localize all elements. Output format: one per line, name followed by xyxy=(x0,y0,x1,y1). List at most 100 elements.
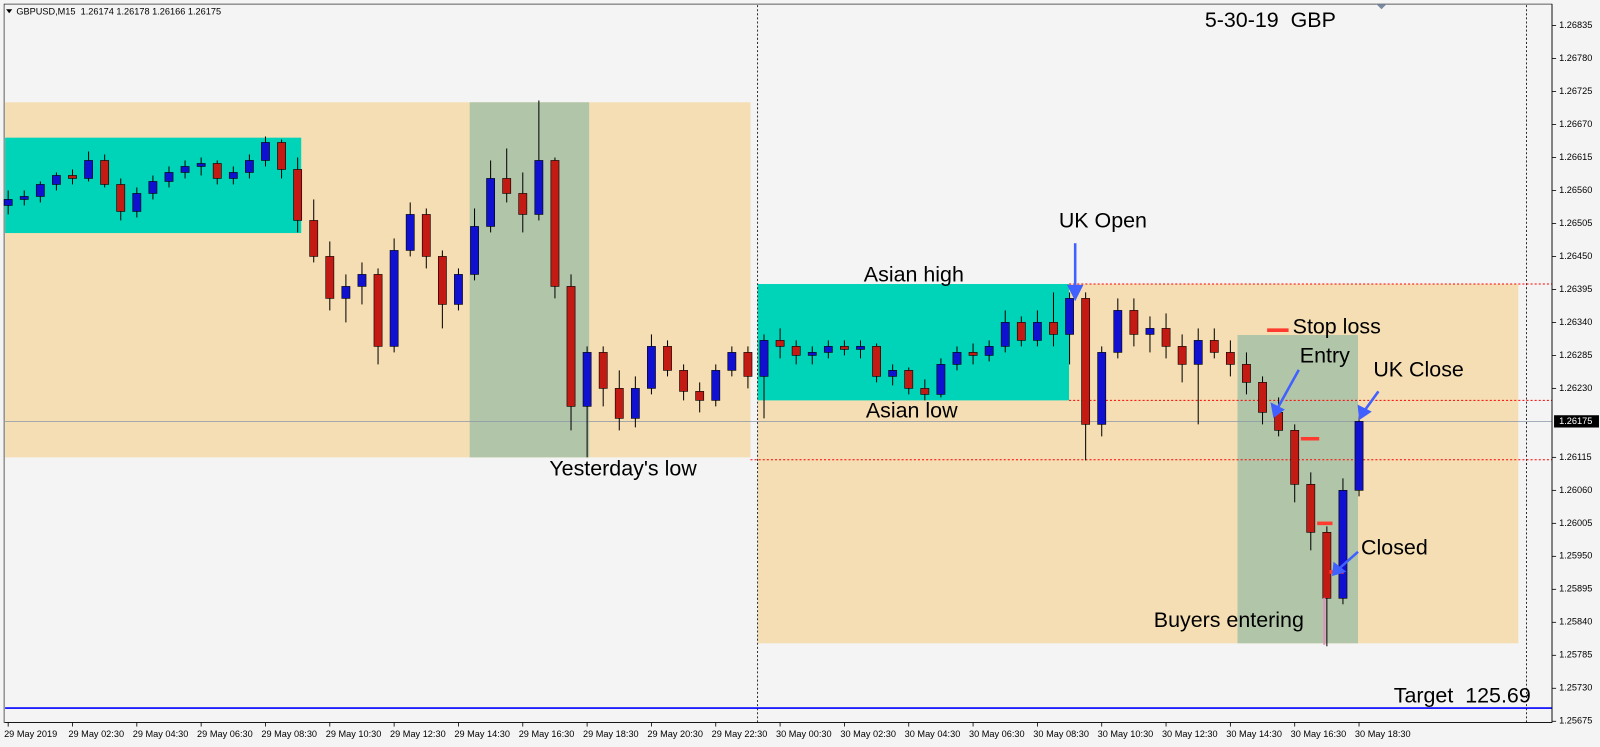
annotation: 5-30-19 GBP xyxy=(1205,8,1336,32)
y-tick-label: 1.25895 xyxy=(1559,584,1592,594)
y-tick-label: 1.26835 xyxy=(1559,20,1592,30)
candle-body xyxy=(888,370,898,377)
candle-body xyxy=(52,175,61,185)
annotation: Entry xyxy=(1300,343,1350,367)
candle-body xyxy=(1161,328,1171,347)
candle-body xyxy=(791,346,801,356)
x-tick-label: 30 May 16:30 xyxy=(1291,729,1347,739)
x-tick-label: 30 May 10:30 xyxy=(1098,729,1154,739)
candle-body xyxy=(582,352,592,407)
candle-body xyxy=(1049,322,1058,335)
candle-body xyxy=(1322,532,1332,599)
y-tick-label: 1.26285 xyxy=(1559,350,1592,360)
candle-body xyxy=(1065,298,1074,335)
x-tick-label: 29 May 18:30 xyxy=(583,729,639,739)
candles xyxy=(3,100,1364,647)
shift-marker xyxy=(1376,4,1387,10)
candle-body xyxy=(1081,298,1091,425)
y-tick-label: 1.26780 xyxy=(1559,53,1592,63)
y-tick-label: 1.26560 xyxy=(1559,185,1592,195)
y-tick-label: 1.26450 xyxy=(1559,251,1592,261)
candle-body xyxy=(614,388,624,419)
candle-body xyxy=(663,346,672,371)
x-tick-label: 29 May 16:30 xyxy=(519,729,575,739)
x-tick-label: 29 May 10:30 xyxy=(326,729,382,739)
candle-body xyxy=(100,160,110,185)
candle-body xyxy=(759,340,769,377)
candle-body xyxy=(1338,490,1348,599)
annotation: Yesterday's low xyxy=(549,457,697,481)
candle-body xyxy=(3,199,13,206)
candle-body xyxy=(19,196,29,200)
candle-body xyxy=(68,175,77,179)
candle-body xyxy=(132,193,142,212)
x-tick-label: 30 May 00:30 xyxy=(776,729,832,739)
x-tick-label: 30 May 04:30 xyxy=(905,729,961,739)
x-tick-label: 29 May 20:30 xyxy=(647,729,703,739)
candle-body xyxy=(1290,430,1300,485)
levels xyxy=(5,283,1553,709)
candle-body xyxy=(743,352,753,377)
y-tick-label: 1.26340 xyxy=(1559,317,1592,327)
arrow-head xyxy=(1270,402,1285,419)
candle-body xyxy=(116,184,126,212)
x-tick-label: 29 May 22:30 xyxy=(712,729,768,739)
y-tick-label: 1.25785 xyxy=(1559,650,1592,660)
candle-body xyxy=(550,160,560,287)
x-tick-label: 30 May 06:30 xyxy=(969,729,1025,739)
arrow xyxy=(1277,369,1300,408)
x-tick-label: 30 May 02:30 xyxy=(840,729,896,739)
candle-body xyxy=(1000,322,1010,347)
candle-body xyxy=(679,370,688,392)
candle-body xyxy=(293,169,303,221)
candle-body xyxy=(695,391,705,401)
candle-body xyxy=(1306,484,1316,533)
candle-body xyxy=(84,160,93,179)
y-tick-label: 1.26505 xyxy=(1559,218,1592,228)
x-tick-label: 30 May 14:30 xyxy=(1226,729,1282,739)
x-tick-label: 29 May 12:30 xyxy=(390,729,446,739)
candle-body xyxy=(148,181,158,194)
x-tick-label: 30 May 18:30 xyxy=(1355,729,1411,739)
candle-body xyxy=(309,220,319,257)
candle-body xyxy=(1177,346,1187,365)
axes: 1.26835 1.26780 1.26725 1.26670 1.26615 1.265… xyxy=(4,20,1599,739)
y-tick-label: 1.26115 xyxy=(1559,452,1592,462)
candle-body xyxy=(904,370,914,389)
menu-triangle xyxy=(6,9,13,14)
candle-body xyxy=(470,226,479,275)
candle-body xyxy=(35,184,45,197)
candle-body xyxy=(630,388,640,419)
candle-body xyxy=(920,388,930,395)
candle-body xyxy=(823,346,833,353)
candle-body xyxy=(984,346,994,356)
x-tick-label: 30 May 12:30 xyxy=(1162,729,1218,739)
candle-body xyxy=(228,172,238,179)
y-tick-label: 1.26060 xyxy=(1559,485,1592,495)
y-tick-label: 1.26005 xyxy=(1559,518,1592,528)
candle-body xyxy=(1129,310,1139,335)
candle-body xyxy=(389,250,399,347)
x-tick-label: 29 May 08:30 xyxy=(261,729,317,739)
candle-body xyxy=(1016,322,1026,341)
annotation: Stop loss xyxy=(1293,315,1381,339)
candle-body xyxy=(711,370,721,401)
candle-body xyxy=(502,178,512,194)
y-tick-label: 1.26230 xyxy=(1559,383,1592,393)
candle-body xyxy=(727,352,737,371)
last-price-box xyxy=(1554,415,1599,428)
candle-body xyxy=(341,286,351,299)
arrow xyxy=(1339,550,1359,569)
candle-body xyxy=(775,340,785,347)
candle-body xyxy=(325,256,335,299)
candle-body xyxy=(1097,352,1107,425)
annotation: Target 125.69 xyxy=(1394,684,1531,708)
y-tick-label: 1.25675 xyxy=(1559,716,1592,726)
candle-body xyxy=(373,274,383,347)
x-tick-label: 29 May 06:30 xyxy=(197,729,253,739)
candle-body xyxy=(1354,421,1364,491)
candle-body xyxy=(405,214,415,251)
last-price-label: 1.26175 xyxy=(1559,416,1592,426)
